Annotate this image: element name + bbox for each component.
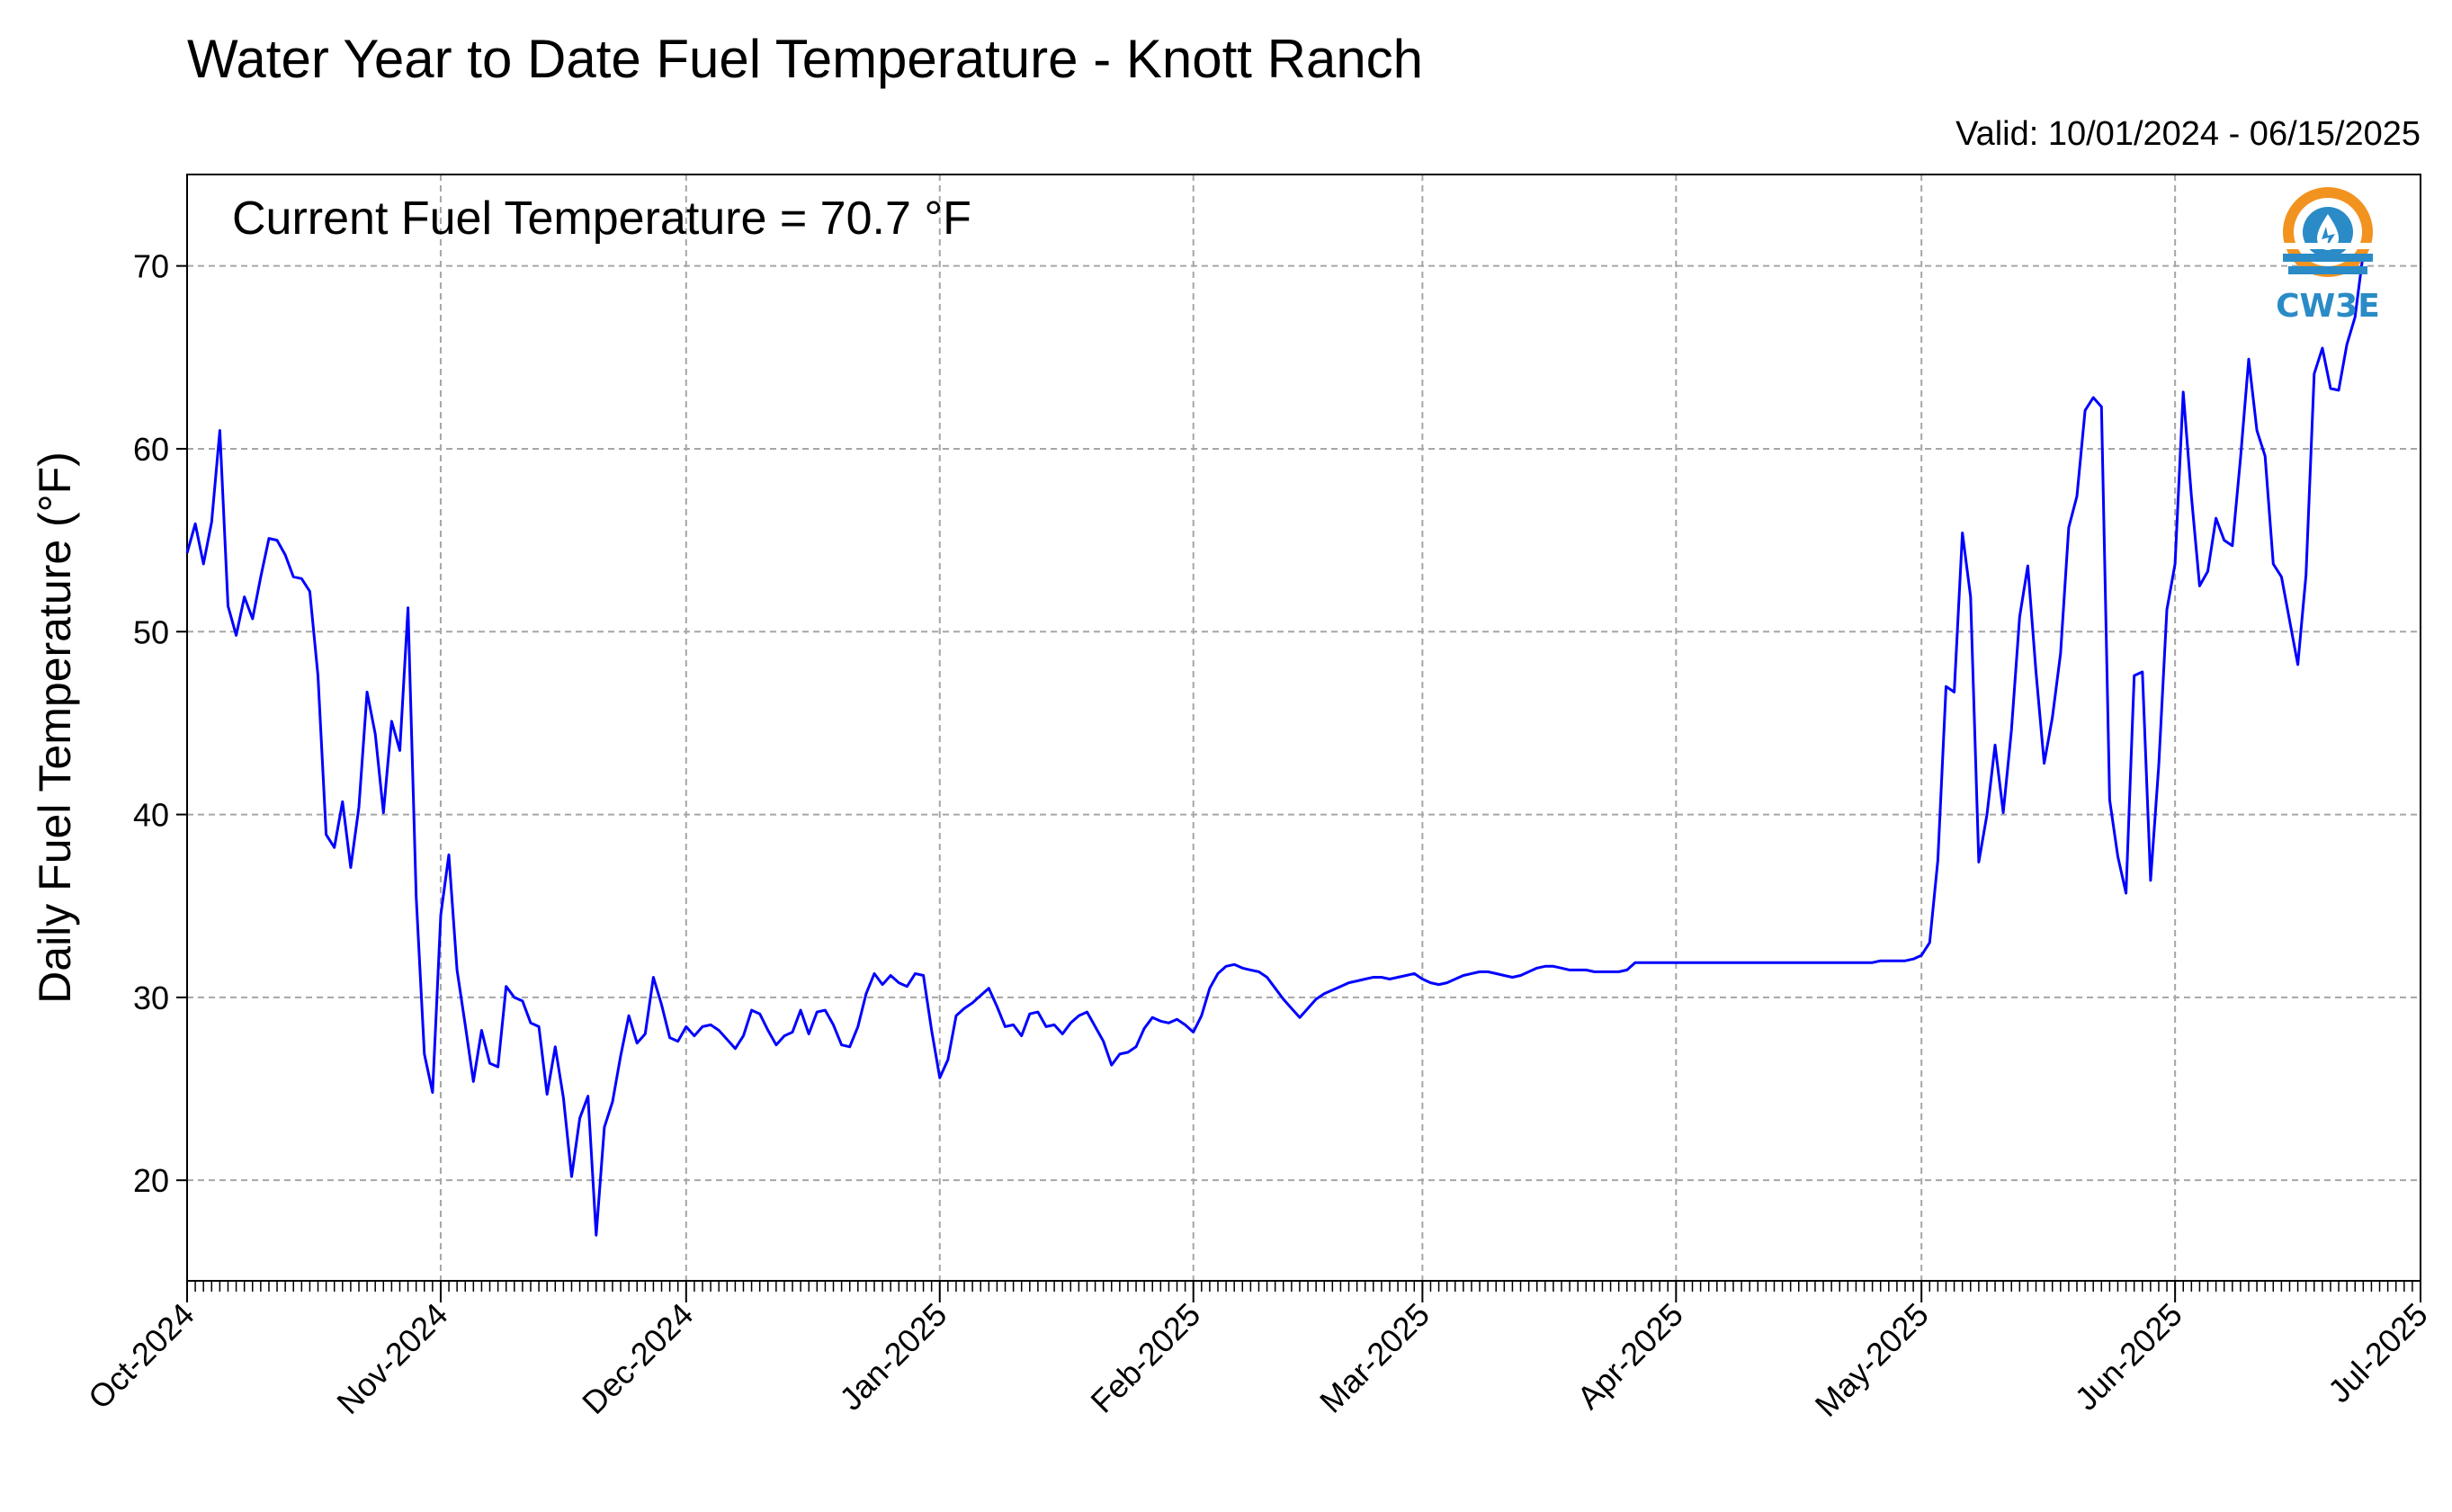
x-tick-label: Dec-2024 [575, 1296, 700, 1421]
cw3e-droplet-logo-icon [2281, 187, 2375, 277]
y-tick-label: 70 [133, 248, 169, 285]
x-tick-label: Mar-2025 [1312, 1296, 1436, 1420]
series-line-fuel-temperature [185, 253, 2365, 1237]
y-tick-label: 60 [133, 431, 169, 468]
x-tick-label: Nov-2024 [329, 1296, 454, 1421]
chart-title: Water Year to Date Fuel Temperature - Kn… [187, 29, 1423, 89]
x-tick-label: Apr-2025 [1570, 1296, 1690, 1417]
grid [186, 174, 2421, 1281]
x-tick-label: Oct-2024 [81, 1296, 201, 1417]
x-tick-label: Jul-2025 [2321, 1296, 2435, 1410]
y-axis-ticks: 20 30 40 50 60 70 [133, 248, 187, 1199]
x-tick-label: Jan-2025 [832, 1296, 953, 1418]
cw3e-logo: CW3E [2276, 187, 2380, 325]
y-tick-label: 20 [133, 1162, 169, 1199]
y-tick-label: 50 [133, 613, 169, 650]
x-axis-ticks: Oct-2024 Nov-2024 Dec-2024 Jan-2025 Feb-2025… [81, 1281, 2435, 1424]
y-tick-label: 30 [133, 980, 169, 1016]
valid-range: Valid: 10/01/2024 - 06/15/2025 [1955, 115, 2421, 153]
current-temp-annotation: Current Fuel Temperature = 70.7 °F [232, 192, 971, 245]
x-tick-label: Feb-2025 [1083, 1296, 1207, 1420]
cw3e-logo-text: CW3E [2276, 288, 2380, 325]
y-axis-label: Daily Fuel Temperature (°F) [30, 452, 80, 1004]
x-tick-label: Jun-2025 [2068, 1296, 2189, 1418]
x-minor-ticks [186, 1281, 2421, 1292]
plot-frame [186, 174, 2421, 1282]
y-tick-label: 40 [133, 797, 169, 834]
x-tick-label: May-2025 [1808, 1296, 1936, 1424]
